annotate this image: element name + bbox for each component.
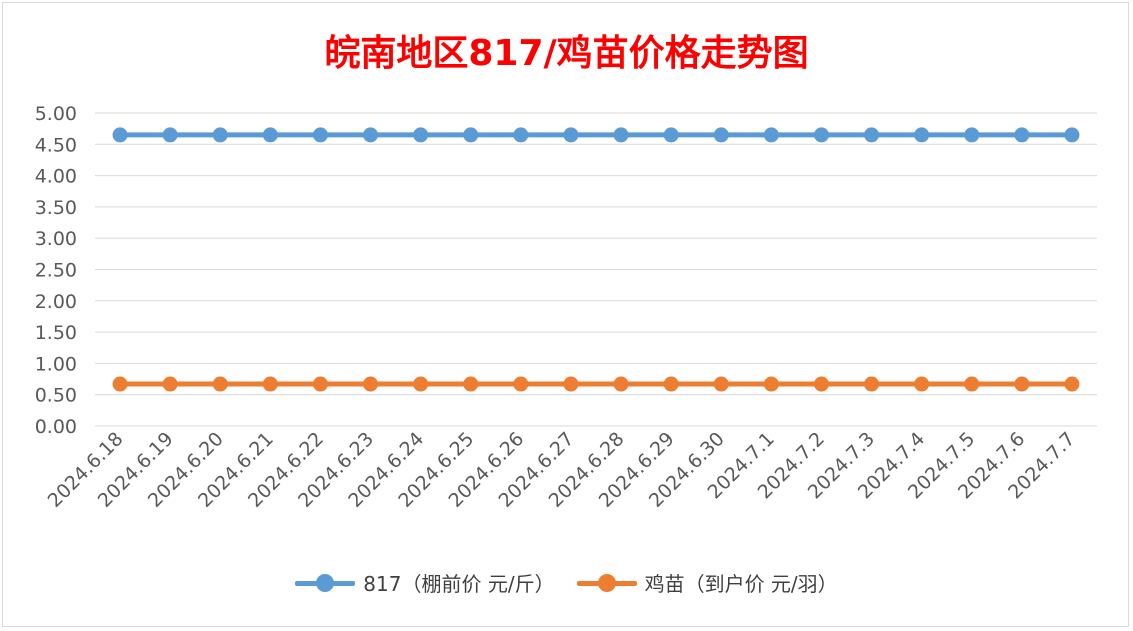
- y-tick-label: 3.50: [35, 197, 77, 219]
- data-point: [262, 376, 278, 392]
- data-point: [713, 127, 729, 143]
- data-point: [663, 376, 679, 392]
- legend-swatch-series-1: [295, 573, 356, 593]
- data-point: [713, 376, 729, 392]
- data-point: [813, 127, 829, 143]
- y-tick-label: 1.00: [35, 353, 77, 375]
- data-point: [112, 127, 128, 143]
- data-point: [413, 376, 429, 392]
- data-point: [964, 127, 980, 143]
- y-tick-label: 2.50: [35, 260, 77, 282]
- data-point: [914, 376, 930, 392]
- data-point: [613, 127, 629, 143]
- data-point: [663, 127, 679, 143]
- data-point: [813, 376, 829, 392]
- data-point: [563, 127, 579, 143]
- data-point: [463, 376, 479, 392]
- legend-marker-series-1: [316, 573, 335, 592]
- data-point: [162, 376, 178, 392]
- data-point: [363, 376, 379, 392]
- data-point: [763, 127, 779, 143]
- y-tick-label: 3.00: [35, 228, 77, 250]
- data-point: [112, 376, 128, 392]
- data-point: [413, 127, 429, 143]
- data-point: [513, 376, 529, 392]
- data-point: [463, 127, 479, 143]
- data-point: [1014, 127, 1030, 143]
- data-point: [212, 376, 228, 392]
- data-point: [312, 127, 328, 143]
- y-tick-label: 4.50: [35, 134, 77, 156]
- data-point: [212, 127, 228, 143]
- y-tick-label: 5.00: [35, 103, 77, 125]
- legend-label-series-2: 鸡苗（到户价 元/羽）: [644, 572, 838, 596]
- data-point: [763, 376, 779, 392]
- data-point: [1064, 127, 1080, 143]
- y-tick-label: 2.00: [35, 291, 77, 313]
- data-point: [964, 376, 980, 392]
- data-point: [864, 127, 880, 143]
- legend-marker-series-2: [597, 573, 616, 592]
- data-point: [262, 127, 278, 143]
- data-point: [1064, 376, 1080, 392]
- y-tick-label: 0.00: [35, 416, 77, 438]
- data-point: [162, 127, 178, 143]
- legend-item-series-2: 鸡苗（到户价 元/羽）: [576, 568, 838, 597]
- chart-legend: 817（棚前价 元/斤） 鸡苗（到户价 元/羽）: [0, 568, 1133, 597]
- legend-item-series-1: 817（棚前价 元/斤）: [295, 568, 555, 597]
- y-tick-label: 0.50: [35, 385, 77, 407]
- legend-label-series-1: 817（棚前价 元/斤）: [363, 572, 555, 596]
- data-point: [914, 127, 930, 143]
- y-tick-label: 1.50: [35, 322, 77, 344]
- data-point: [513, 127, 529, 143]
- legend-swatch-series-2: [576, 573, 637, 593]
- chart-title: 皖南地区817/鸡苗价格走势图: [324, 33, 809, 74]
- y-tick-label: 4.00: [35, 166, 77, 188]
- data-point: [1014, 376, 1030, 392]
- data-point: [864, 376, 880, 392]
- data-point: [613, 376, 629, 392]
- data-point: [363, 127, 379, 143]
- data-point: [312, 376, 328, 392]
- data-point: [563, 376, 579, 392]
